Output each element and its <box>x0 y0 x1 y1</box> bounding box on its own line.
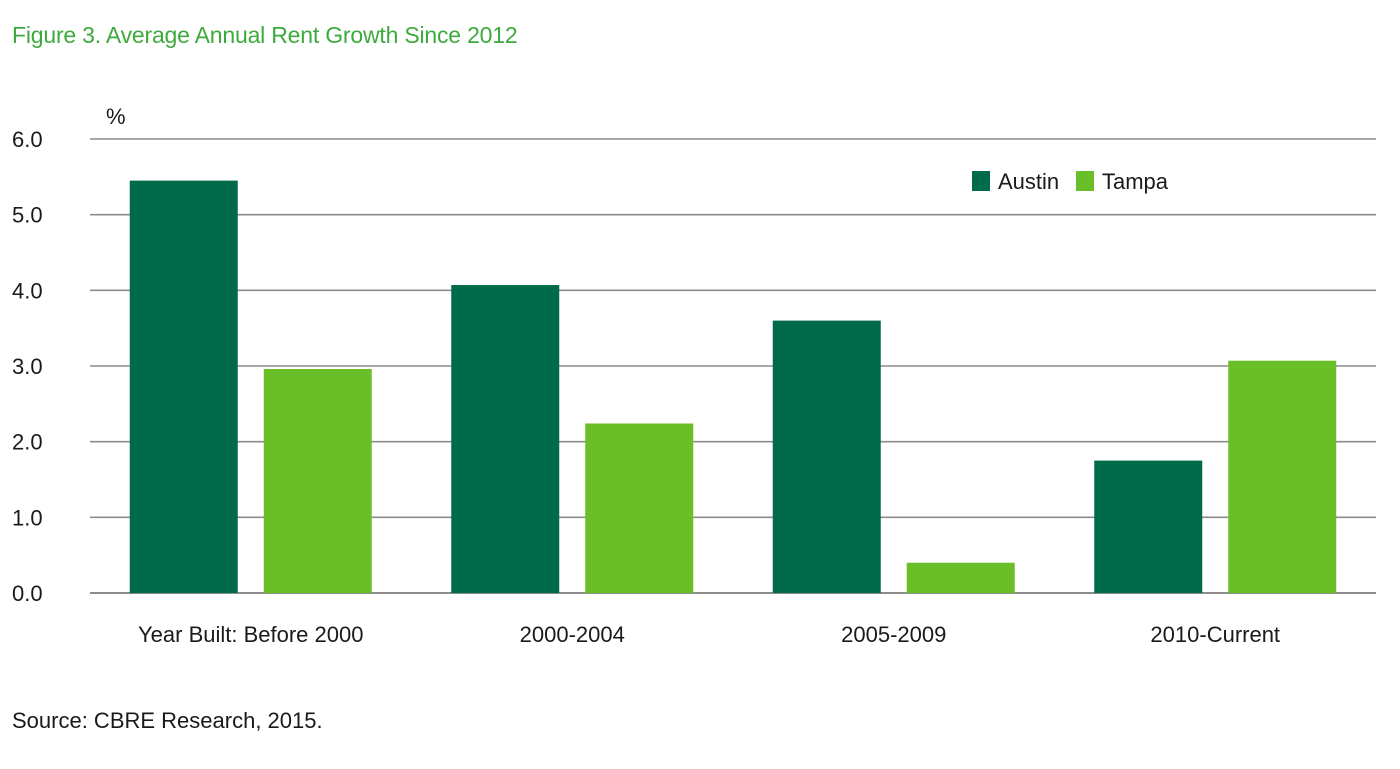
y-tick-label: 5.0 <box>12 203 43 228</box>
x-axis-ticks: Year Built: Before 2000 2000-2004 2005-200… <box>138 622 1280 647</box>
x-tick-label: 2010-Current <box>1150 622 1280 647</box>
legend-swatch-austin <box>972 171 990 191</box>
bar-austin-3 <box>1094 460 1203 593</box>
bar-tampa-2 <box>906 562 1015 593</box>
legend-label-tampa: Tampa <box>1102 169 1169 194</box>
bar-austin-1 <box>451 285 560 593</box>
legend-swatch-tampa <box>1076 171 1094 191</box>
bar-tampa-3 <box>1228 360 1337 593</box>
bar-tampa-1 <box>585 423 694 593</box>
bar-austin-0 <box>129 180 238 593</box>
y-tick-label: 1.0 <box>12 505 43 530</box>
y-axis-ticks: 0.0 1.0 2.0 3.0 4.0 5.0 6.0 <box>12 127 43 606</box>
y-tick-label: 4.0 <box>12 278 43 303</box>
x-tick-label: 2000-2004 <box>520 622 625 647</box>
y-tick-label: 0.0 <box>12 581 43 606</box>
y-tick-label: 3.0 <box>12 354 43 379</box>
y-axis-unit-label: % <box>106 104 126 129</box>
legend-label-austin: Austin <box>998 169 1059 194</box>
source-note: Source: CBRE Research, 2015. <box>12 708 323 733</box>
y-tick-label: 2.0 <box>12 430 43 455</box>
x-tick-label: 2005-2009 <box>841 622 946 647</box>
bars <box>129 180 1337 593</box>
figure-title: Figure 3. Average Annual Rent Growth Sin… <box>12 22 518 48</box>
bar-tampa-0 <box>263 369 372 593</box>
y-tick-label: 6.0 <box>12 127 43 152</box>
legend: Austin Tampa <box>972 169 1169 194</box>
x-tick-label: Year Built: Before 2000 <box>138 622 363 647</box>
bar-austin-2 <box>772 320 881 593</box>
